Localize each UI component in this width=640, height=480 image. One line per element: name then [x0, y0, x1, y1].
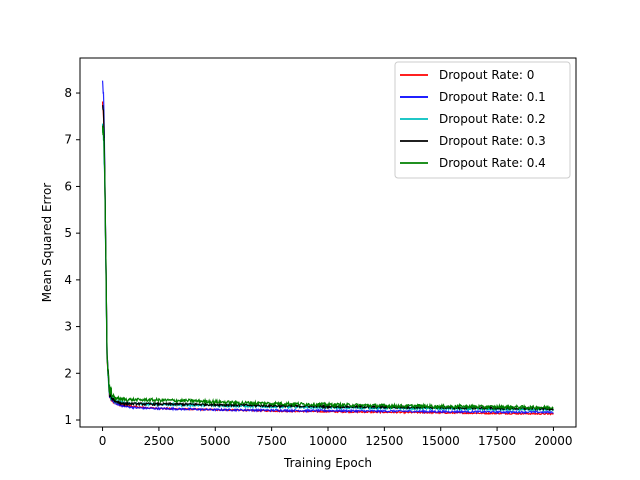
legend-label: Dropout Rate: 0.2 [439, 112, 546, 126]
y-tick-label: 7 [64, 133, 72, 147]
legend-label: Dropout Rate: 0.4 [439, 156, 546, 170]
x-axis-title: Training Epoch [283, 456, 372, 470]
y-tick-label: 5 [64, 226, 72, 240]
x-tick-label: 17500 [478, 434, 516, 448]
x-tick-label: 20000 [534, 434, 572, 448]
y-axis: 1 2 3 4 5 6 7 8 [64, 86, 80, 427]
x-tick-label: 7500 [256, 434, 287, 448]
y-axis-title: Mean Squared Error [40, 183, 54, 303]
y-tick-label: 6 [64, 179, 72, 193]
y-tick-label: 8 [64, 86, 72, 100]
legend-box [394, 61, 571, 179]
legend-label: Dropout Rate: 0.1 [439, 90, 546, 104]
y-tick-label: 3 [64, 320, 72, 334]
y-tick-label: 1 [64, 413, 72, 427]
x-tick-label: 15000 [422, 434, 460, 448]
x-tick-label: 10000 [309, 434, 347, 448]
legend-label: Dropout Rate: 0.3 [439, 134, 546, 148]
x-tick-label: 12500 [365, 434, 403, 448]
x-tick-label: 2500 [144, 434, 175, 448]
legend: Dropout Rate: 0 Dropout Rate: 0.1 Dropout … [394, 61, 571, 179]
x-tick-label: 0 [99, 434, 107, 448]
series-line [101, 125, 554, 411]
series-layer [101, 80, 554, 416]
legend-label: Dropout Rate: 0 [439, 68, 534, 82]
y-tick-label: 4 [64, 273, 72, 287]
series-line [101, 80, 554, 415]
y-tick-label: 2 [64, 366, 72, 380]
x-axis: 0 2500 5000 7500 10000 12500 15000 17500 20000 [99, 427, 573, 448]
x-tick-label: 5000 [200, 434, 231, 448]
